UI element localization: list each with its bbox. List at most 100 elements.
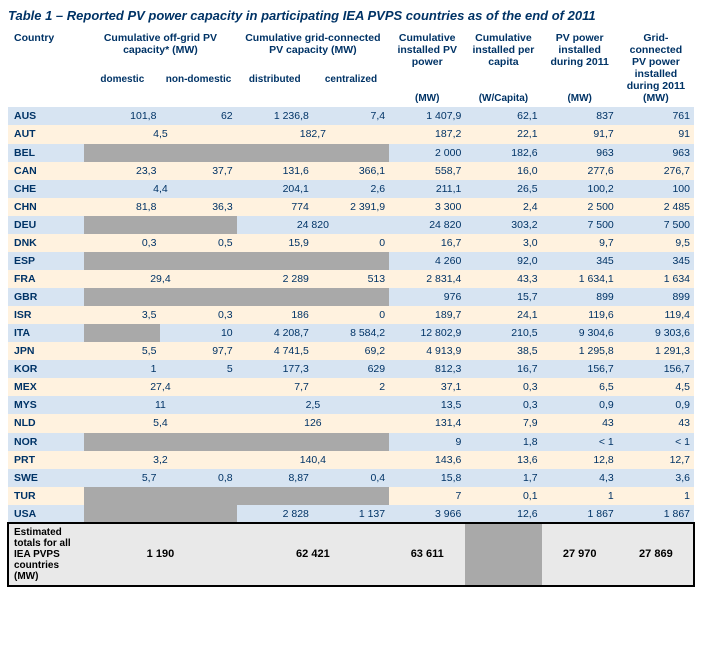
table-row: AUT4,5182,7187,222,191,791 [8,125,694,143]
value-cell: 5,4 [84,414,236,432]
value-cell: 15,9 [237,234,313,252]
hdr-sub3: distributed [237,71,313,101]
value-cell: 62 [160,107,236,125]
table-row: GBR97615,7899899 [8,288,694,306]
country-cell: CAN [8,162,84,180]
value-cell [160,505,236,523]
value-cell: 15,8 [389,469,465,487]
value-cell: 27,4 [84,378,236,396]
hdr-group2: Cumulative grid-connected PV capacity (M… [237,29,389,71]
value-cell: 189,7 [389,306,465,324]
value-cell: 1 867 [542,505,618,523]
value-cell [84,433,160,451]
value-cell: 100 [618,180,694,198]
value-cell [84,288,160,306]
hdr-sub4: centralized [313,71,389,101]
value-cell: 812,3 [389,360,465,378]
value-cell [160,288,236,306]
value-cell: 210,5 [465,324,541,342]
value-cell: 43,3 [465,270,541,288]
value-cell: 131,6 [237,162,313,180]
value-cell [160,216,236,234]
value-cell: 761 [618,107,694,125]
value-cell: 2,6 [313,180,389,198]
value-cell: 2 289 [237,270,313,288]
value-cell: 10 [160,324,236,342]
value-cell: 0,3 [84,234,160,252]
country-cell: CHE [8,180,84,198]
value-cell: 774 [237,198,313,216]
hdr-country: Country [8,29,84,107]
value-cell: 24 820 [237,216,389,234]
country-cell: FRA [8,270,84,288]
table-row: SWE5,70,88,870,415,81,74,33,6 [8,469,694,487]
value-cell: 7,4 [313,107,389,125]
value-cell [237,433,313,451]
country-cell: AUT [8,125,84,143]
table-title: Table 1 – Reported PV power capacity in … [8,8,694,23]
value-cell: 2 500 [542,198,618,216]
value-cell: 8 584,2 [313,324,389,342]
value-cell: < 1 [542,433,618,451]
table-row: KOR15177,3629812,316,7156,7156,7 [8,360,694,378]
country-cell: PRT [8,451,84,469]
value-cell: 211,1 [389,180,465,198]
hdr-unit5: (MW) [389,71,465,107]
value-cell: 2 485 [618,198,694,216]
value-cell: 16,7 [389,234,465,252]
header-row-2: domestic non-domestic distributed centra… [8,71,694,101]
value-cell: 156,7 [542,360,618,378]
value-cell [160,252,236,270]
country-cell: USA [8,505,84,523]
value-cell [84,216,160,234]
value-cell: 13,6 [465,451,541,469]
value-cell: 976 [389,288,465,306]
value-cell [313,288,389,306]
value-cell: 24 820 [389,216,465,234]
value-cell: 16,7 [465,360,541,378]
value-cell: 899 [618,288,694,306]
country-cell: MEX [8,378,84,396]
value-cell: 69,2 [313,342,389,360]
table-row: ESP4 26092,0345345 [8,252,694,270]
country-cell: CHN [8,198,84,216]
value-cell: 3,5 [84,306,160,324]
value-cell: 24,1 [465,306,541,324]
country-cell: DNK [8,234,84,252]
value-cell: 3,2 [84,451,236,469]
value-cell [84,144,160,162]
value-cell: 7,7 [237,378,313,396]
value-cell: 3 300 [389,198,465,216]
value-cell [84,505,160,523]
value-cell [313,252,389,270]
country-cell: NLD [8,414,84,432]
table-row: PRT3,2140,4143,613,612,812,7 [8,451,694,469]
value-cell: < 1 [618,433,694,451]
value-cell: 1 [84,360,160,378]
value-cell: 119,6 [542,306,618,324]
table-body: AUS101,8621 236,87,41 407,962,1837761AUT… [8,107,694,585]
value-cell: 12,8 [542,451,618,469]
value-cell [313,433,389,451]
value-cell: 16,0 [465,162,541,180]
value-cell: 13,5 [389,396,465,414]
value-cell: 8,87 [237,469,313,487]
value-cell: 1 295,8 [542,342,618,360]
value-cell [237,487,313,505]
country-cell: DEU [8,216,84,234]
value-cell: 1 867 [618,505,694,523]
hdr-group1: Cumulative off-grid PV capacity* (MW) [84,29,236,71]
value-cell: 204,1 [237,180,313,198]
value-cell: 37,7 [160,162,236,180]
totals-value: 27 970 [542,523,618,586]
country-cell: GBR [8,288,84,306]
table-row: JPN5,597,74 741,569,24 913,938,51 295,81… [8,342,694,360]
value-cell: 140,4 [237,451,389,469]
value-cell: 0,8 [160,469,236,487]
value-cell: 9,7 [542,234,618,252]
table-row: CHN81,836,37742 391,93 3002,42 5002 485 [8,198,694,216]
country-cell: AUS [8,107,84,125]
totals-label: Estimated totals for all IEA PVPS countr… [8,523,84,586]
value-cell: 963 [542,144,618,162]
value-cell: 2 391,9 [313,198,389,216]
